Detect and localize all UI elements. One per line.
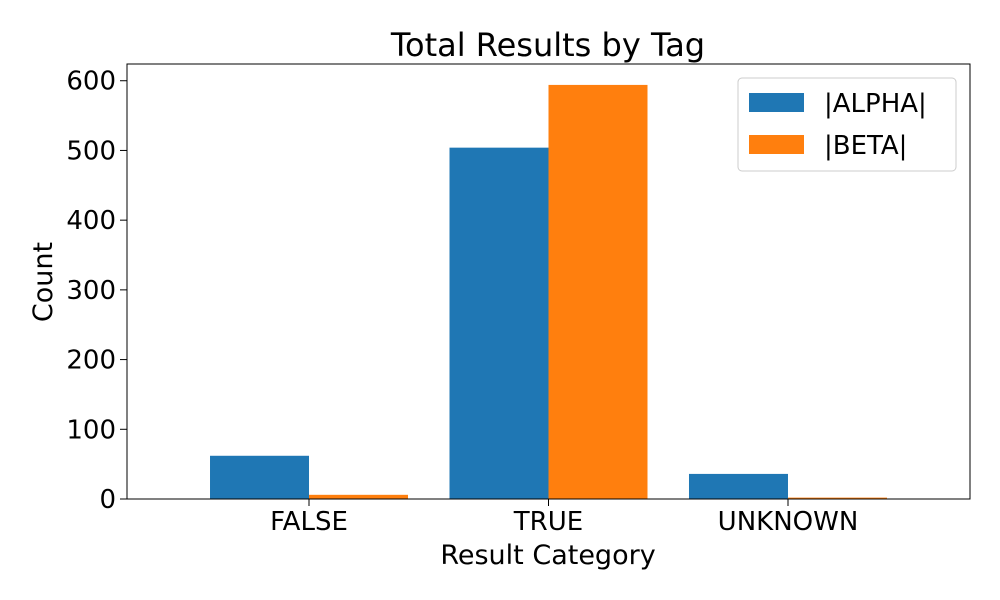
bar-beta-false (309, 494, 409, 499)
x-tick-label: UNKNOWN (718, 507, 859, 537)
x-axis-label: Result Category (440, 540, 655, 571)
y-tick-label: 400 (66, 206, 116, 236)
x-axis-ticks: FALSE TRUE UNKNOWN (270, 499, 858, 537)
bar-alpha-unknown (688, 473, 788, 499)
y-tick-label: 500 (66, 136, 116, 166)
y-tick-label: 0 (99, 485, 116, 515)
bar-beta-unknown (787, 497, 887, 499)
y-tick-label: 300 (66, 276, 116, 306)
y-tick-label: 200 (66, 346, 116, 376)
bar-beta-true (548, 84, 648, 500)
legend-swatch-beta (749, 135, 804, 154)
chart-title: Total Results by Tag (390, 26, 705, 64)
legend: |ALPHA| |BETA| (737, 77, 957, 172)
bar-alpha-true (449, 147, 549, 499)
plot-frame (126, 63, 971, 500)
y-tick-label: 600 (66, 67, 116, 97)
legend-label-beta: |BETA| (824, 131, 907, 161)
bars-group (210, 84, 887, 500)
x-tick-label: FALSE (270, 507, 348, 537)
y-axis-label: Count (28, 242, 59, 322)
legend-swatch-alpha (749, 93, 804, 112)
y-axis-ticks: 0 100 200 300 400 500 600 (66, 67, 127, 515)
x-tick-label: TRUE (513, 507, 583, 537)
legend-label-alpha: |ALPHA| (824, 89, 927, 119)
bar-alpha-false (210, 455, 310, 499)
y-tick-label: 100 (66, 415, 116, 445)
